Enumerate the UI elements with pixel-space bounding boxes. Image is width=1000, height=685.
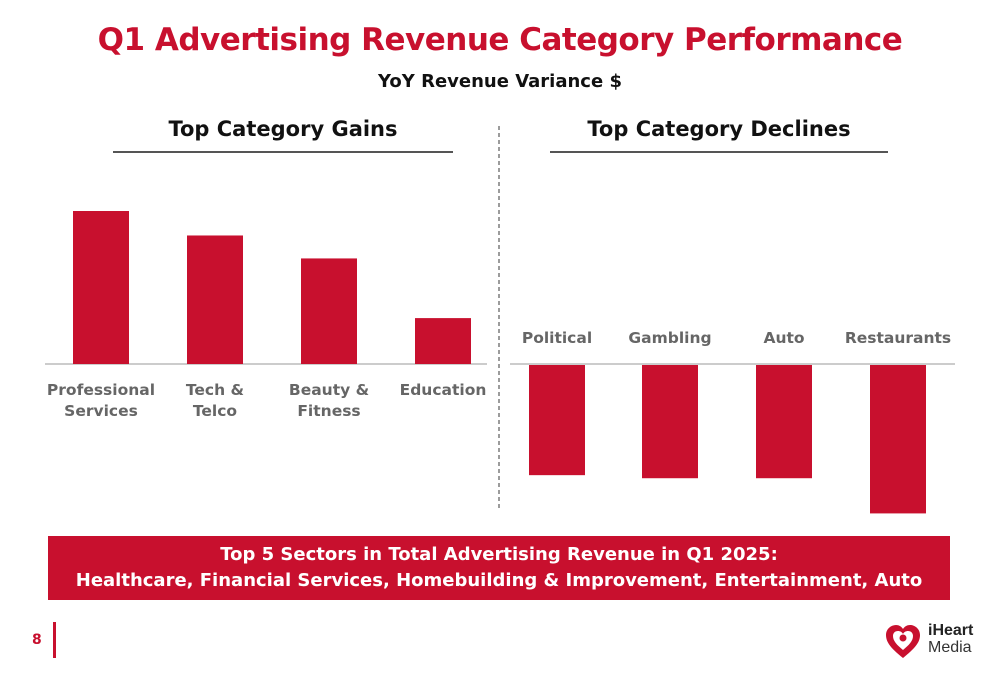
logo-text-media: Media: [928, 639, 972, 656]
category-label-0-0: Professional Services: [47, 381, 155, 420]
category-label-line: Fitness: [297, 402, 360, 420]
category-label-0-3: Education: [400, 381, 487, 399]
chart-title: Q1 Advertising Revenue Category Performa…: [97, 22, 903, 58]
bar-1-2: [756, 365, 812, 479]
heart-logo-icon: [886, 625, 920, 658]
category-label-1-2: Auto: [763, 329, 804, 347]
category-label-1-3: Restaurants: [845, 329, 951, 347]
gains-heading: Top Category Gains: [168, 117, 398, 141]
category-label-1-1: Gambling: [628, 329, 711, 347]
bar-0-2: [301, 258, 357, 364]
category-label-line: Beauty &: [289, 381, 369, 399]
banner-line-1: Top 5 Sectors in Total Advertising Reven…: [220, 544, 778, 565]
category-label-line: Restaurants: [845, 329, 951, 347]
category-label-line: Education: [400, 381, 487, 399]
category-label-1-0: Political: [522, 329, 592, 347]
bar-0-0: [73, 211, 129, 364]
category-label-line: Gambling: [628, 329, 711, 347]
logo-text-iheart: iHeart: [928, 622, 974, 639]
category-label-line: Telco: [193, 402, 237, 420]
top-sectors-banner: Top 5 Sectors in Total Advertising Reven…: [48, 536, 950, 600]
bar-1-0: [529, 365, 585, 476]
bar-0-1: [187, 235, 243, 364]
declines-heading: Top Category Declines: [587, 117, 851, 141]
bar-1-3: [870, 365, 926, 514]
category-label-line: Auto: [763, 329, 804, 347]
bar-0-3: [415, 318, 471, 364]
category-label-0-2: Beauty & Fitness: [289, 381, 369, 420]
category-label-line: Professional: [47, 381, 155, 399]
category-label-line: Services: [64, 402, 138, 420]
category-label-line: Tech &: [186, 381, 244, 399]
page-number: 8: [32, 632, 42, 648]
category-label-0-1: Tech & Telco: [186, 381, 244, 420]
declines-heading-rule: [550, 151, 888, 153]
bar-1-1: [642, 365, 698, 479]
banner-line-2: Healthcare, Financial Services, Homebuil…: [75, 570, 923, 591]
iheartmedia-logo: iHeart Media: [882, 622, 974, 662]
gains-heading-rule: [113, 151, 453, 153]
page-number-divider: [53, 622, 56, 658]
category-label-line: Political: [522, 329, 592, 347]
chart-subtitle: YoY Revenue Variance $: [378, 71, 622, 92]
